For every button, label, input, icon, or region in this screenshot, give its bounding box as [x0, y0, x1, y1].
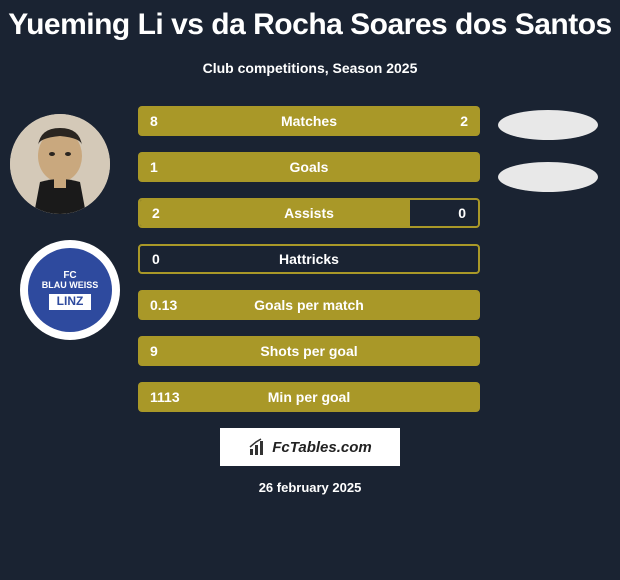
stat-value-left: 0 — [152, 251, 160, 267]
side-oval-1 — [498, 110, 598, 140]
stat-label: Hattricks — [279, 251, 339, 267]
stat-value-left: 1 — [150, 159, 158, 175]
stat-row: 0 Hattricks — [138, 244, 480, 274]
stat-label: Assists — [284, 205, 334, 221]
stat-label: Matches — [281, 113, 337, 129]
brand-chart-icon — [248, 437, 268, 457]
stat-value-right: 0 — [458, 205, 466, 221]
stat-label: Goals per match — [254, 297, 364, 313]
date-label: 26 february 2025 — [0, 480, 620, 495]
stat-label: Goals — [290, 159, 329, 175]
player-face-icon — [10, 114, 110, 214]
side-oval-2 — [498, 162, 598, 192]
brand-badge: FcTables.com — [220, 428, 400, 466]
brand-text: FcTables.com — [272, 439, 371, 456]
stat-value-right: 2 — [460, 113, 468, 129]
stat-value-left: 0.13 — [150, 297, 177, 313]
stat-row: 2 0 Assists — [138, 198, 480, 228]
stat-label: Shots per goal — [260, 343, 357, 359]
bar-left-fill — [140, 200, 410, 226]
content-area: FC BLAU WEISS LINZ 8 2 Matches 1 Goals 2 0 Assi… — [0, 106, 620, 412]
stat-row: 8 2 Matches — [138, 106, 480, 136]
stat-value-left: 2 — [152, 205, 160, 221]
page-title: Yueming Li vs da Rocha Soares dos Santos — [0, 0, 620, 42]
player-photo — [10, 114, 110, 214]
stat-row: 9 Shots per goal — [138, 336, 480, 366]
club-logo-inner: FC BLAU WEISS LINZ — [28, 248, 112, 332]
bar-left-fill — [138, 106, 412, 136]
stat-value-left: 8 — [150, 113, 158, 129]
page-subtitle: Club competitions, Season 2025 — [0, 60, 620, 76]
stat-row: 0.13 Goals per match — [138, 290, 480, 320]
stat-row: 1 Goals — [138, 152, 480, 182]
stats-bars: 8 2 Matches 1 Goals 2 0 Assists 0 Hattricks 0.13 Go… — [138, 106, 480, 412]
stat-label: Min per goal — [268, 389, 350, 405]
stat-value-left: 9 — [150, 343, 158, 359]
club-logo-line3: LINZ — [49, 294, 92, 309]
club-logo: FC BLAU WEISS LINZ — [20, 240, 120, 340]
stat-value-left: 1113 — [150, 389, 180, 405]
stat-row: 1113 Min per goal — [138, 382, 480, 412]
club-logo-line2: BLAU WEISS — [42, 281, 99, 291]
bar-right-fill — [412, 106, 480, 136]
